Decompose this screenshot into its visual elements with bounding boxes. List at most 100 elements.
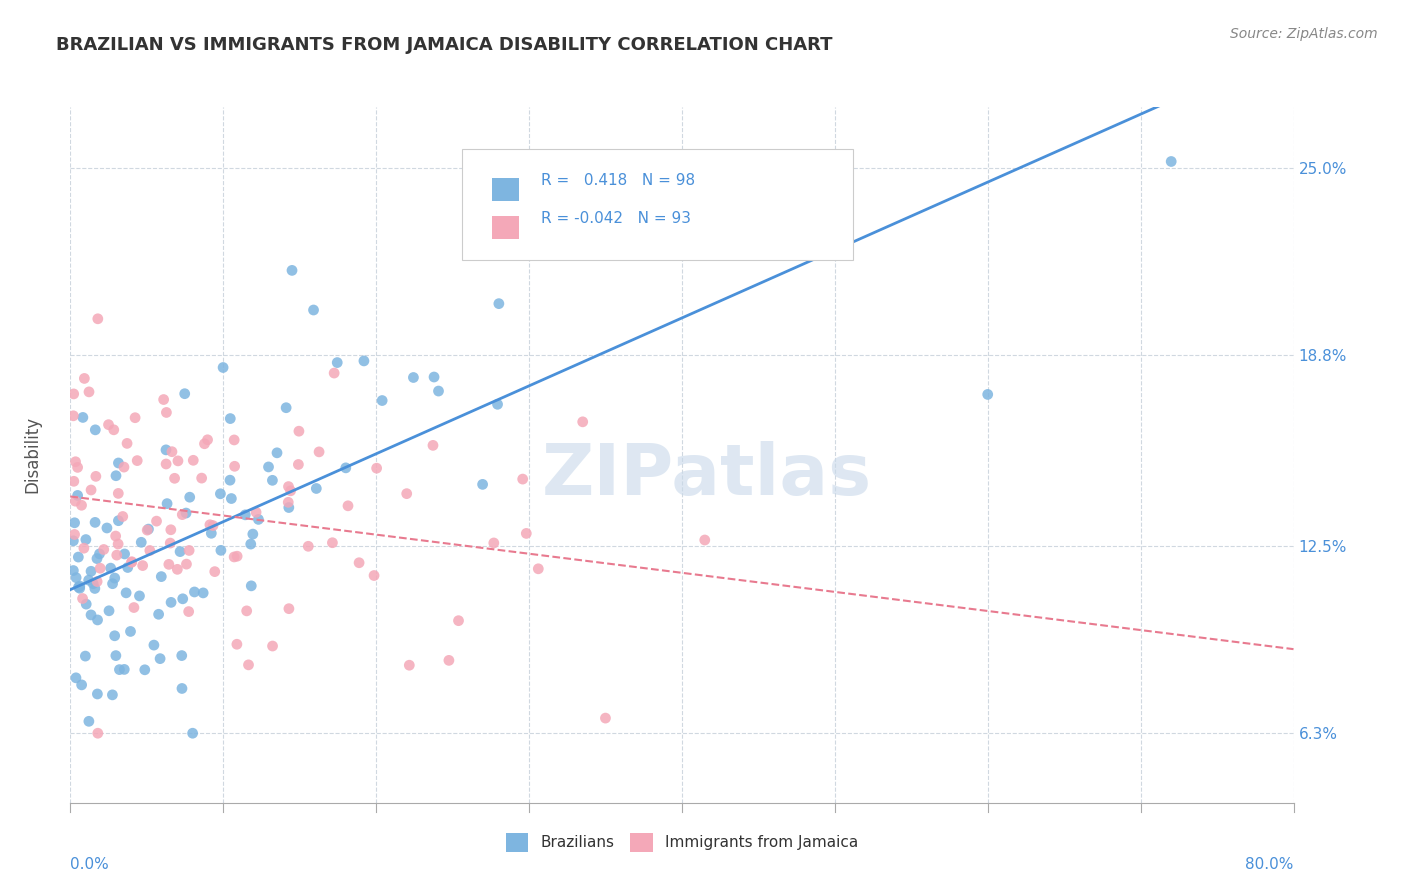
Text: 80.0%: 80.0% — [1246, 857, 1294, 872]
Immigrants from Jamaica — [347, 556, 370, 570]
Brazilians — [149, 651, 172, 665]
Immigrants from Jamaica — [77, 384, 100, 399]
Brazilians — [108, 663, 131, 677]
Brazilians — [200, 526, 222, 541]
Immigrants from Jamaica — [80, 483, 103, 497]
Immigrants from Jamaica — [111, 509, 134, 524]
Brazilians — [471, 477, 494, 491]
Brazilians — [98, 604, 121, 618]
Brazilians — [488, 296, 510, 310]
Brazilians — [66, 488, 89, 502]
Immigrants from Jamaica — [121, 555, 143, 569]
Brazilians — [86, 613, 108, 627]
Immigrants from Jamaica — [527, 562, 550, 576]
Immigrants from Jamaica — [262, 639, 284, 653]
Immigrants from Jamaica — [398, 658, 420, 673]
Brazilians — [276, 401, 298, 415]
Brazilians — [96, 521, 118, 535]
Brazilians — [1160, 154, 1182, 169]
Brazilians — [77, 714, 100, 729]
Immigrants from Jamaica — [163, 471, 186, 485]
Immigrants from Jamaica — [115, 436, 138, 450]
Immigrants from Jamaica — [160, 444, 183, 458]
Immigrants from Jamaica — [193, 436, 215, 450]
Text: Source: ZipAtlas.com: Source: ZipAtlas.com — [1230, 27, 1378, 41]
Immigrants from Jamaica — [287, 458, 309, 472]
Brazilians — [80, 564, 103, 578]
Immigrants from Jamaica — [152, 392, 174, 407]
Brazilians — [63, 516, 86, 530]
Immigrants from Jamaica — [155, 405, 177, 419]
Brazilians — [209, 487, 232, 501]
Brazilians — [172, 591, 194, 606]
Brazilians — [239, 537, 262, 551]
Immigrants from Jamaica — [224, 459, 246, 474]
Brazilians — [142, 638, 165, 652]
Immigrants from Jamaica — [323, 366, 346, 380]
Brazilians — [65, 671, 87, 685]
Brazilians — [75, 649, 97, 664]
Immigrants from Jamaica — [121, 555, 143, 569]
Immigrants from Jamaica — [107, 537, 129, 551]
Brazilians — [129, 535, 152, 549]
Brazilians — [371, 393, 394, 408]
Immigrants from Jamaica — [122, 600, 145, 615]
Immigrants from Jamaica — [179, 543, 201, 558]
Brazilians — [183, 585, 205, 599]
Immigrants from Jamaica — [159, 523, 181, 537]
Brazilians — [112, 662, 135, 676]
Brazilians — [69, 579, 91, 593]
Brazilians — [75, 597, 97, 611]
Immigrants from Jamaica — [201, 518, 224, 533]
Brazilians — [170, 681, 193, 696]
Immigrants from Jamaica — [139, 543, 162, 558]
Immigrants from Jamaica — [97, 417, 120, 432]
Brazilians — [277, 500, 299, 515]
Immigrants from Jamaica — [277, 495, 299, 509]
Brazilians — [86, 687, 108, 701]
Brazilians — [104, 629, 127, 643]
Immigrants from Jamaica — [238, 657, 260, 672]
Immigrants from Jamaica — [62, 387, 84, 401]
Brazilians — [221, 491, 243, 506]
Brazilians — [262, 473, 284, 487]
Brazilians — [155, 442, 177, 457]
Immigrants from Jamaica — [136, 523, 159, 537]
Immigrants from Jamaica — [66, 460, 89, 475]
Brazilians — [212, 360, 235, 375]
Immigrants from Jamaica — [197, 433, 219, 447]
Immigrants from Jamaica — [366, 461, 388, 475]
Brazilians — [209, 543, 232, 558]
Immigrants from Jamaica — [363, 568, 385, 582]
Brazilians — [104, 571, 127, 585]
Brazilians — [80, 607, 103, 622]
Brazilians — [242, 527, 264, 541]
Brazilians — [89, 547, 111, 561]
Immigrants from Jamaica — [297, 539, 319, 553]
Text: ZIPatlas: ZIPatlas — [541, 442, 872, 510]
Immigrants from Jamaica — [159, 536, 181, 550]
Brazilians — [62, 533, 84, 548]
Immigrants from Jamaica — [62, 409, 84, 423]
Text: 0.0%: 0.0% — [70, 857, 110, 872]
Text: BRAZILIAN VS IMMIGRANTS FROM JAMAICA DISABILITY CORRELATION CHART: BRAZILIAN VS IMMIGRANTS FROM JAMAICA DIS… — [56, 36, 832, 54]
Immigrants from Jamaica — [224, 433, 246, 447]
Immigrants from Jamaica — [86, 574, 108, 589]
Immigrants from Jamaica — [235, 604, 257, 618]
Brazilians — [302, 303, 325, 318]
Immigrants from Jamaica — [65, 455, 87, 469]
Immigrants from Jamaica — [437, 653, 460, 667]
Brazilians — [170, 648, 193, 663]
Text: R =   0.418   N = 98: R = 0.418 N = 98 — [541, 172, 696, 187]
Immigrants from Jamaica — [89, 561, 111, 575]
Brazilians — [173, 386, 195, 401]
Brazilians — [65, 571, 87, 585]
Brazilians — [82, 576, 104, 591]
Brazilians — [174, 506, 197, 520]
Brazilians — [62, 564, 84, 578]
Immigrants from Jamaica — [105, 548, 128, 562]
Brazilians — [67, 550, 90, 565]
Brazilians — [427, 384, 450, 398]
Immigrants from Jamaica — [288, 424, 311, 438]
Brazilians — [115, 586, 138, 600]
